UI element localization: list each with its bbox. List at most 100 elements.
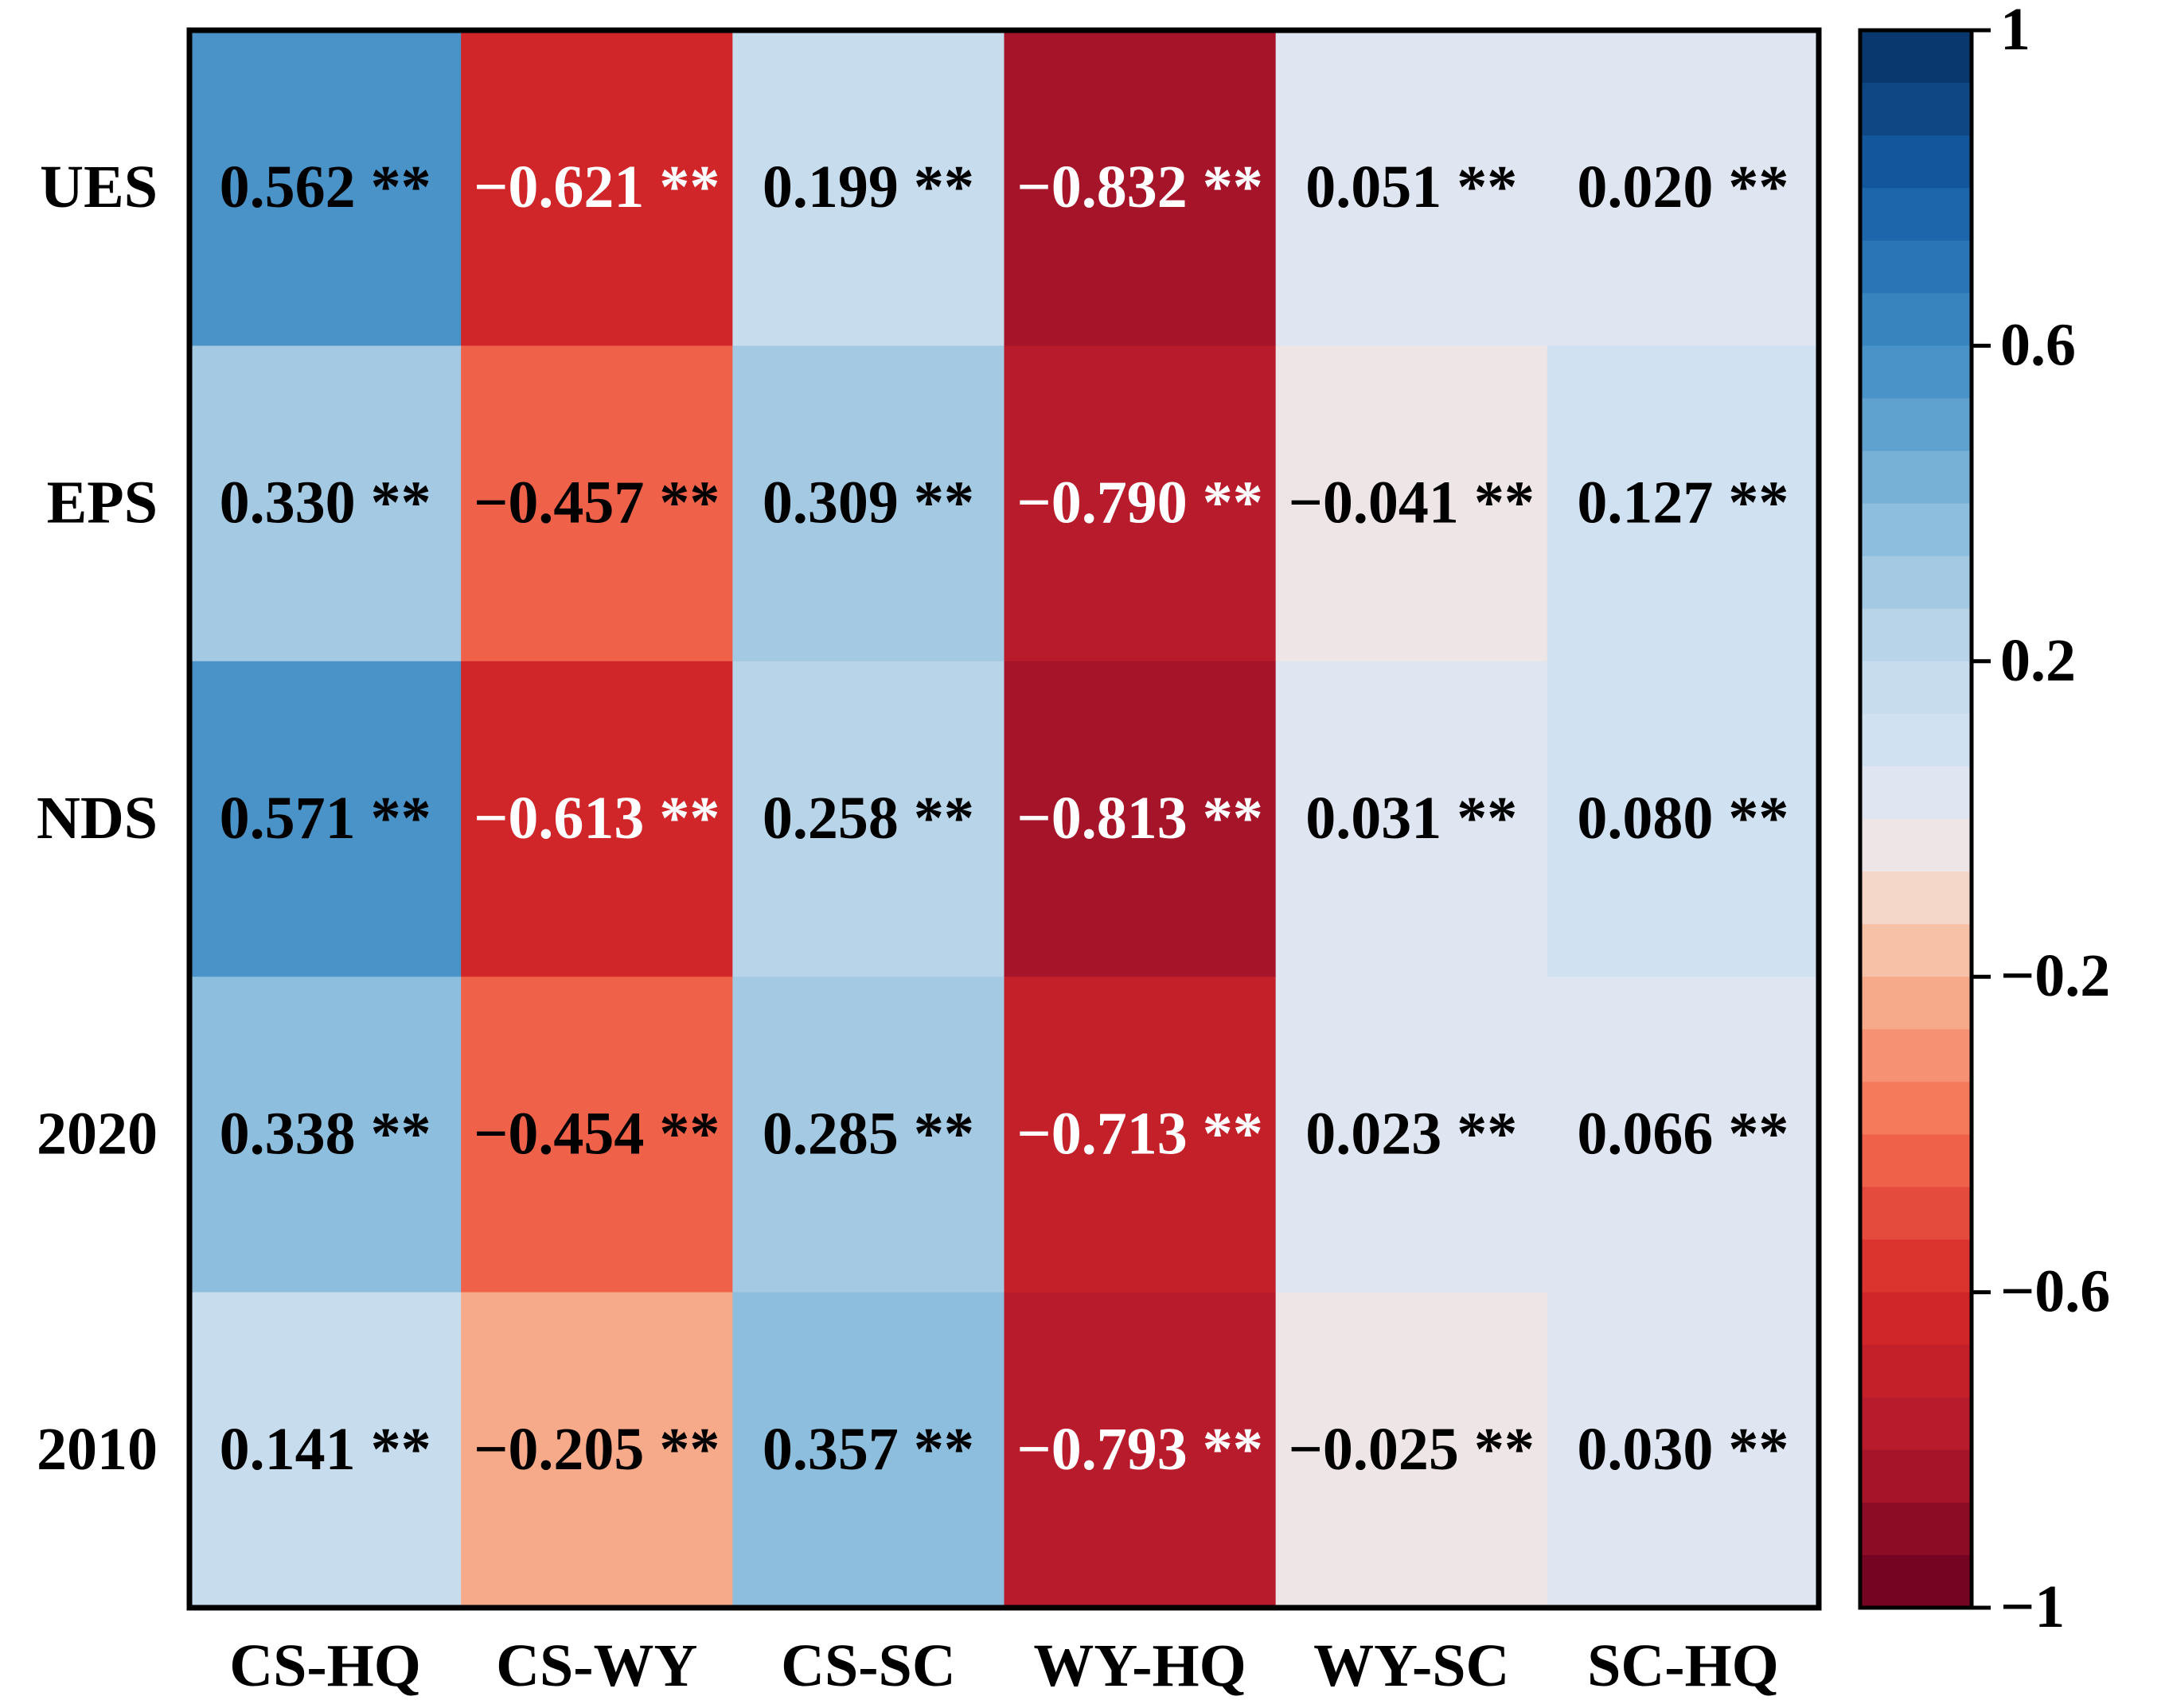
colorbar-segment — [1860, 450, 1972, 505]
colorbar-segment — [1860, 188, 1972, 242]
cell-value-label: 0.330 ** — [220, 470, 431, 536]
cell-value-label: 0.031 ** — [1305, 785, 1517, 852]
heatmap-cell — [1547, 661, 1820, 977]
row-label: UES — [40, 154, 158, 220]
colorbar-segment — [1860, 240, 1972, 294]
cell-value-label: 0.285 ** — [763, 1100, 974, 1167]
cell-value-label: 0.030 ** — [1577, 1416, 1789, 1483]
cell-value-label: −0.454 ** — [474, 1100, 720, 1167]
column-label: CS-WY — [496, 1632, 697, 1699]
row-label: NDS — [37, 785, 158, 852]
cell-value-label: −0.041 ** — [1289, 470, 1535, 536]
colorbar-tick-label: 1 — [2000, 0, 2030, 63]
row-label: 2020 — [37, 1100, 158, 1167]
heatmap-cell — [1275, 345, 1548, 662]
heatmap-cell — [732, 30, 1005, 347]
column-label: CS-HQ — [229, 1632, 421, 1699]
heatmap-cell — [1004, 977, 1277, 1293]
colorbar-tick-label: −0.6 — [2000, 1258, 2110, 1325]
colorbar-segment — [1860, 293, 1972, 347]
colorbar-tick-label: −0.2 — [2000, 942, 2110, 1009]
heatmap-cell — [1275, 30, 1548, 347]
column-label: WY-SC — [1313, 1632, 1509, 1699]
colorbar-ticks: 1 0.6 0.2 −0.2 −0.6 −1 — [1972, 0, 2110, 1640]
cell-value-label: −0.205 ** — [474, 1416, 720, 1483]
cell-value-label: −0.813 ** — [1016, 785, 1262, 852]
cell-value-label: 0.023 ** — [1305, 1100, 1517, 1167]
colorbar-segment — [1860, 977, 1972, 1031]
heatmap-cell — [461, 977, 734, 1293]
cell-value-label: −0.832 ** — [1016, 154, 1262, 220]
colorbar-segment — [1860, 713, 1972, 767]
column-labels: CS-HQ CS-WY CS-SC WY-HQ WY-SC SC-HQ — [229, 1632, 1779, 1699]
heatmap-cell — [189, 1292, 462, 1609]
cell-value-label: −0.621 ** — [474, 154, 720, 220]
colorbar-segment — [1860, 1397, 1972, 1451]
colorbar-segment — [1860, 1082, 1972, 1136]
cell-value-label: 0.141 ** — [220, 1416, 431, 1483]
heatmap-cell — [1004, 345, 1277, 662]
colorbar-segment — [1860, 1344, 1972, 1398]
cell-value-label: 0.199 ** — [763, 154, 974, 220]
cell-value-label: 0.066 ** — [1577, 1100, 1789, 1167]
cell-value-label: −0.613 ** — [474, 785, 720, 852]
heatmap-cell — [1004, 661, 1277, 977]
cell-value-label: −0.025 ** — [1289, 1416, 1535, 1483]
colorbar-segment — [1860, 1029, 1972, 1083]
colorbar-segment — [1860, 30, 1972, 84]
colorbar-segment — [1860, 135, 1972, 189]
colorbar-segment — [1860, 1449, 1972, 1503]
heatmap-cell — [189, 345, 462, 662]
colorbar-segment — [1860, 556, 1972, 610]
cell-value-label: 0.338 ** — [220, 1100, 431, 1167]
cell-value-label: 0.309 ** — [763, 470, 974, 536]
row-label: EPS — [47, 470, 158, 536]
column-label: CS-SC — [781, 1632, 956, 1699]
cell-value-label: 0.571 ** — [220, 785, 431, 852]
heatmap-cell-labels: 0.562 ** −0.621 ** 0.199 ** −0.832 ** 0.051 … — [220, 154, 1789, 1483]
heatmap-cell — [189, 30, 462, 347]
colorbar — [1858, 28, 1974, 1610]
heatmap-cell — [1275, 1292, 1548, 1609]
colorbar-segment — [1860, 924, 1972, 977]
heatmap-cells — [189, 30, 1820, 1609]
row-labels: UES EPS NDS 2020 2010 — [37, 154, 158, 1483]
colorbar-segment — [1860, 1239, 1972, 1293]
colorbar-tick-label: −1 — [2000, 1573, 2065, 1640]
colorbar-segment — [1860, 608, 1972, 662]
colorbar-segment — [1860, 345, 1972, 400]
colorbar-segment — [1860, 1502, 1972, 1556]
column-label: SC-HQ — [1587, 1632, 1779, 1699]
colorbar-segment — [1860, 872, 1972, 925]
heatmap-cell — [1275, 661, 1548, 977]
heatmap-cell — [732, 977, 1005, 1293]
heatmap-frame — [186, 27, 1822, 1611]
colorbar-segment — [1860, 1554, 1972, 1609]
heatmap-cell — [732, 345, 1005, 662]
column-label: WY-HQ — [1033, 1632, 1246, 1699]
heatmap-cell — [1547, 977, 1820, 1293]
cell-value-label: 0.562 ** — [220, 154, 431, 220]
heatmap-cell — [1547, 30, 1820, 347]
cell-value-label: 0.020 ** — [1577, 154, 1789, 220]
heatmap-cell — [732, 1292, 1005, 1609]
heatmap-cell — [732, 661, 1005, 977]
colorbar-tick-label: 0.2 — [2000, 627, 2076, 694]
cell-value-label: −0.457 ** — [474, 470, 720, 536]
heatmap-cell — [1004, 30, 1277, 347]
heatmap-cell — [461, 1292, 734, 1609]
cell-value-label: −0.713 ** — [1016, 1100, 1262, 1167]
colorbar-segment — [1860, 398, 1972, 452]
colorbar-segment — [1860, 1292, 1972, 1346]
colorbar-tick-label: 0.6 — [2000, 311, 2076, 378]
cell-value-label: 0.127 ** — [1577, 470, 1789, 536]
colorbar-segment — [1860, 766, 1972, 820]
row-label: 2010 — [37, 1416, 158, 1483]
heatmap-cell — [1275, 977, 1548, 1293]
heatmap-cell — [1547, 1292, 1820, 1609]
heatmap-cell — [461, 30, 734, 347]
heatmap-cell — [1547, 345, 1820, 662]
colorbar-segment — [1860, 1187, 1972, 1241]
colorbar-frame — [1858, 28, 1974, 1610]
